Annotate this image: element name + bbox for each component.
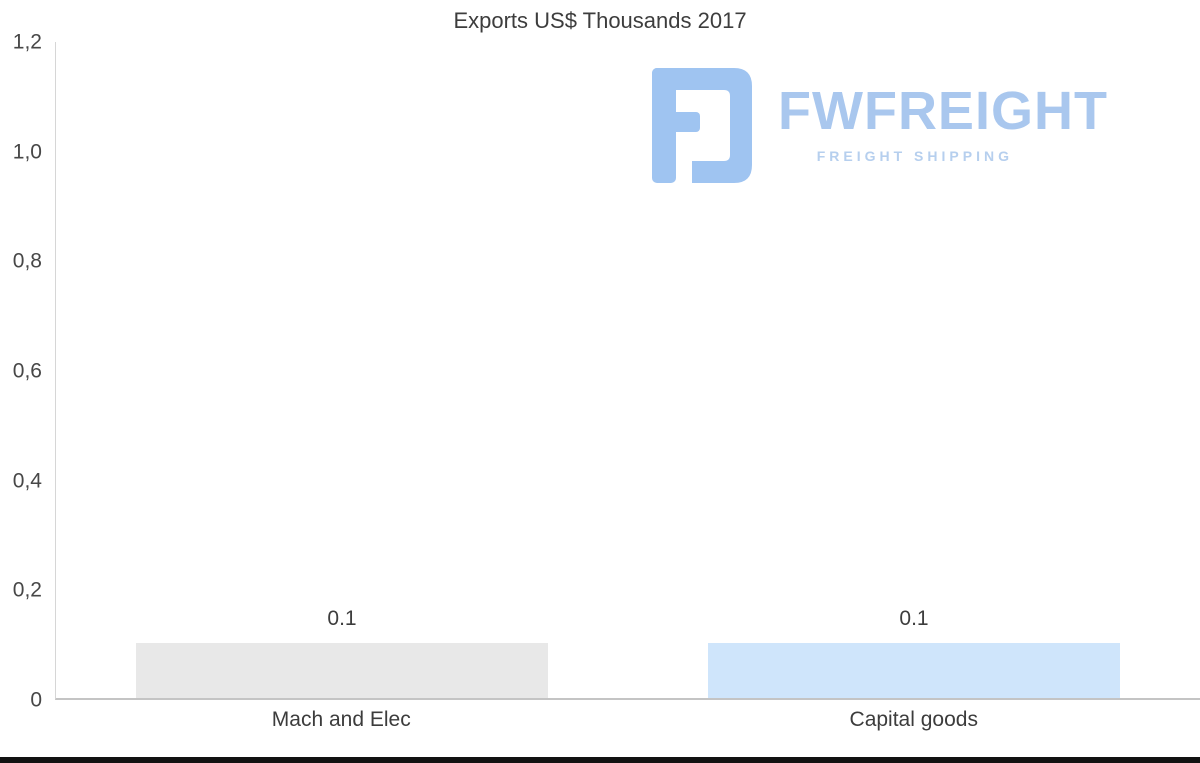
y-tick-label: 1,2: [12, 30, 42, 54]
bar-mach-and-elec: [136, 643, 548, 698]
fwfreight-logo-icon: [652, 68, 752, 183]
y-tick-label: 0,6: [12, 359, 42, 383]
bar-value-label: 0.1: [899, 607, 929, 631]
bar-slot: 0.1: [628, 42, 1200, 698]
y-tick-label: 0: [30, 688, 42, 712]
x-category-label: Mach and Elec: [271, 708, 411, 731]
y-tick-label: 0,2: [12, 578, 42, 602]
bar-value-label: 0.1: [327, 607, 357, 631]
plot-area: 0.1 0.1: [55, 42, 1200, 700]
bar-slot: 0.1: [56, 42, 628, 698]
y-tick-label: 0,4: [12, 469, 42, 493]
y-axis: 0 0,2 0,4 0,6 0,8 1,0 1,2: [0, 32, 55, 711]
y-tick-label: 1,0: [12, 140, 42, 164]
x-axis-labels: Mach and Elec Capital goods: [55, 708, 1200, 732]
x-category-label: Capital goods: [849, 708, 978, 731]
logo-text-block: FWFREIGHT FREIGHT SHIPPING: [778, 84, 1108, 164]
y-tick-label: 0,8: [12, 249, 42, 273]
watermark-logo: FWFREIGHT FREIGHT SHIPPING: [652, 68, 1108, 183]
bar-capital-goods: [708, 643, 1120, 698]
chart-title: Exports US$ Thousands 2017: [453, 8, 747, 33]
logo-tagline-text: FREIGHT SHIPPING: [816, 148, 1013, 164]
bottom-edge: [0, 757, 1200, 763]
logo-brand-text: FWFREIGHT: [778, 81, 1108, 141]
